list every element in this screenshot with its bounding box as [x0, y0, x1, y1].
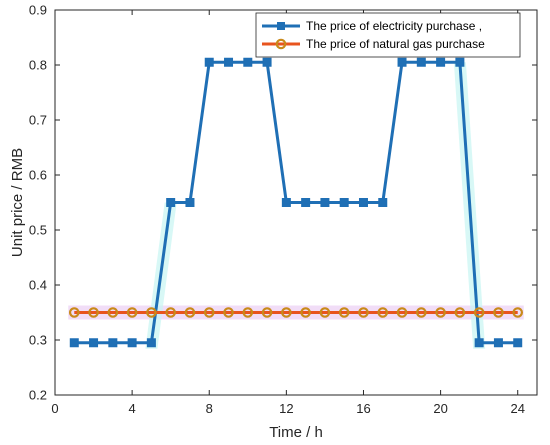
x-tick-label: 8	[206, 401, 213, 416]
legend: The price of electricity purchase , The …	[255, 12, 521, 58]
data-point-natural-gas	[203, 307, 215, 318]
data-point-natural-gas	[396, 307, 408, 318]
data-point-electricity	[243, 57, 253, 67]
data-point-electricity	[436, 57, 446, 67]
data-point-natural-gas	[88, 307, 99, 318]
data-point-electricity	[474, 338, 484, 348]
data-point-natural-gas	[68, 307, 80, 318]
legend-label-electricity: The price of electricity purchase ,	[306, 19, 482, 33]
data-point-electricity	[281, 198, 291, 207]
data-point-natural-gas	[184, 307, 196, 318]
plot-frame	[54, 9, 538, 396]
data-point-natural-gas	[358, 307, 369, 318]
data-point-electricity	[397, 57, 407, 67]
data-point-electricity	[320, 198, 330, 207]
data-point-natural-gas	[223, 307, 234, 318]
data-point-natural-gas	[319, 307, 331, 318]
data-point-natural-gas	[338, 307, 350, 318]
x-tick-label: 4	[129, 401, 136, 416]
data-point-natural-gas	[242, 307, 254, 318]
legend-marker-square	[277, 22, 285, 30]
series-line-electricity	[74, 60, 518, 345]
data-point-electricity	[455, 57, 465, 67]
data-point-electricity	[513, 338, 523, 348]
y-tick-label: 0.7	[29, 113, 47, 128]
data-point-electricity	[69, 338, 79, 348]
x-tick-label: 12	[279, 401, 293, 416]
y-axis-title: Unit price / RMB	[9, 148, 26, 257]
legend-entry-natural-gas: The price of natural gas purchase	[262, 37, 485, 51]
data-point-electricity	[262, 57, 272, 67]
y-tick-label: 0.8	[29, 58, 47, 73]
data-point-electricity	[146, 338, 156, 348]
data-point-natural-gas	[107, 307, 119, 318]
data-point-natural-gas	[493, 307, 504, 318]
data-point-electricity	[127, 338, 137, 348]
legend-entry-electricity: The price of electricity purchase ,	[262, 19, 482, 33]
data-point-natural-gas	[377, 307, 389, 318]
highlight-layer	[68, 62, 524, 349]
data-point-electricity	[166, 198, 176, 207]
data-point-electricity	[416, 57, 426, 67]
data-point-electricity	[493, 338, 503, 348]
legend-marker-circle	[275, 38, 287, 50]
data-point-natural-gas	[416, 307, 427, 318]
y-tick-label: 0.9	[29, 3, 47, 18]
data-point-electricity	[108, 338, 118, 348]
x-tick-label: 20	[433, 401, 447, 416]
ticks-layer: 0 4 8 12 16 20 24 0.2 0.3 0.4 0.5 0.6 0.7 0.8 0.9	[29, 3, 537, 416]
y-tick-label: 0.2	[29, 388, 47, 403]
data-point-electricity	[301, 198, 311, 207]
x-axis-title: Time / h	[269, 424, 323, 441]
data-point-natural-gas	[281, 307, 292, 318]
data-point-natural-gas	[165, 307, 176, 318]
x-tick-label: 24	[510, 401, 524, 416]
data-point-natural-gas	[473, 307, 485, 318]
data-point-natural-gas	[300, 307, 311, 318]
legend-box	[255, 12, 521, 58]
data-point-natural-gas	[435, 307, 446, 318]
data-point-natural-gas	[454, 307, 466, 318]
legend-label-natural-gas: The price of natural gas purchase	[306, 37, 485, 51]
x-tick-label: 16	[356, 401, 370, 416]
data-point-electricity	[224, 57, 234, 67]
y-tick-label: 0.3	[29, 333, 47, 348]
data-point-electricity	[89, 338, 99, 348]
data-point-electricity	[204, 57, 214, 67]
y-tick-label: 0.5	[29, 223, 47, 238]
y-tick-label: 0.4	[29, 278, 47, 293]
data-point-electricity	[185, 198, 195, 207]
data-point-natural-gas	[512, 307, 524, 318]
y-tick-label: 0.6	[29, 168, 47, 183]
data-point-natural-gas	[261, 307, 273, 318]
data-point-natural-gas	[146, 307, 157, 318]
data-point-natural-gas	[126, 307, 138, 318]
data-point-electricity	[339, 198, 349, 207]
x-tick-label: 0	[51, 401, 58, 416]
series-layer	[68, 57, 524, 348]
data-point-electricity	[378, 198, 388, 207]
data-point-electricity	[358, 198, 368, 207]
